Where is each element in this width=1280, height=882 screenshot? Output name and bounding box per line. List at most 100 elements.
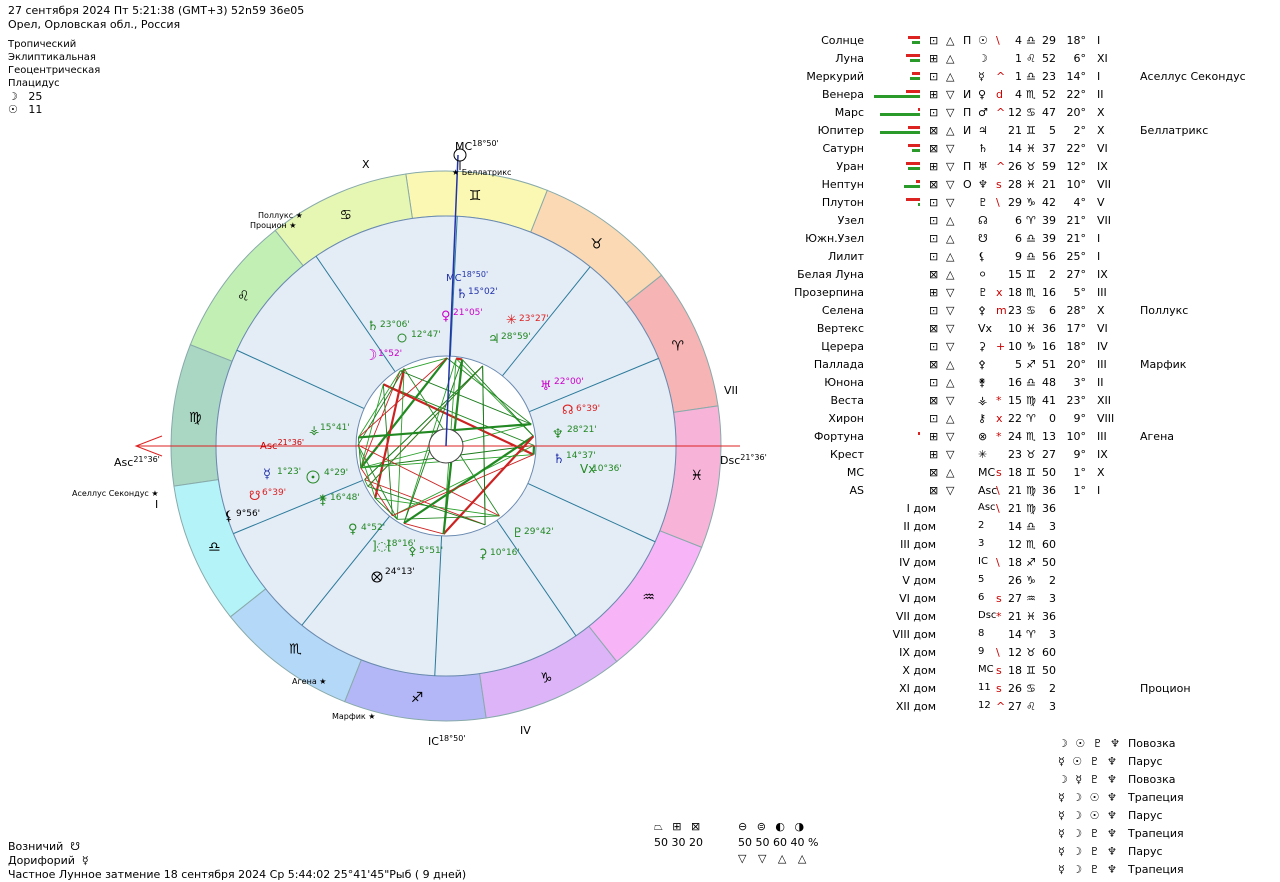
- juno-icon[interactable]: ⚵: [318, 493, 328, 508]
- planet-name: Солнце: [776, 34, 864, 47]
- strength-bar-red: [906, 90, 920, 93]
- element-icon: △: [946, 124, 954, 137]
- configuration-row[interactable]: ☿ ☉ ♇ ♆Парус: [1058, 754, 1258, 772]
- jupiter-icon[interactable]: ♃: [488, 332, 500, 347]
- vesta-icon[interactable]: ⚶: [309, 423, 319, 437]
- configuration-row[interactable]: ☽ ☿ ♇ ♆Повозка: [1058, 772, 1258, 790]
- south-node-icon[interactable]: ☋: [249, 489, 261, 504]
- configuration-row[interactable]: ☿ ☽ ☉ ♆Трапеция: [1058, 790, 1258, 808]
- svg-text:10°16': 10°16': [490, 548, 520, 558]
- house-number: III: [1097, 286, 1107, 299]
- house-degree: 18°: [1062, 340, 1086, 353]
- fixed-star: Процион: [1140, 682, 1191, 695]
- cusp-degree: 18: [1004, 664, 1022, 677]
- configuration-name: Повозка: [1128, 773, 1175, 786]
- moon-icon: ☽: [8, 90, 18, 103]
- moon-icon[interactable]: ☽: [364, 346, 377, 364]
- fixed-star: Агена: [1140, 430, 1174, 443]
- venus-icon[interactable]: ♀: [441, 309, 451, 324]
- neptune-icon[interactable]: ♆: [552, 427, 564, 442]
- natal-chart-wheel[interactable]: ♈♉♊♋♌♍♎♏♐♑♒♓ Asc21°36' Dsc21°36' MC18°50…: [0, 120, 780, 760]
- svg-text:10°36': 10°36': [592, 464, 622, 474]
- cusp-minutes: 36: [1038, 502, 1056, 515]
- quality-icon: ⊞: [929, 286, 938, 299]
- pluto-cross-icon[interactable]: ✳: [506, 313, 517, 328]
- pallas-icon[interactable]: ⚴: [408, 544, 417, 558]
- saturn-green-icon[interactable]: ♄: [367, 319, 379, 334]
- planet-glyph-icon: ☊: [978, 214, 988, 227]
- sign-glyph-icon: ♐: [411, 690, 424, 706]
- planet-glyph-icon: ⊗: [978, 430, 987, 443]
- configuration-row[interactable]: ☽ ☉ ♇ ♆Повозка: [1058, 736, 1258, 754]
- house-degree: 21°: [1062, 214, 1086, 227]
- house-name: II дом: [776, 520, 936, 533]
- node-icon[interactable]: ☊: [562, 403, 574, 418]
- house-name: VIII дом: [776, 628, 936, 641]
- planet-glyph-icon: ⚵: [978, 376, 986, 389]
- pluto-icon[interactable]: ♇: [512, 526, 524, 541]
- position-degree: 1: [1004, 70, 1022, 83]
- lilith-icon[interactable]: ⚸: [224, 509, 234, 524]
- configuration-name: Трапеция: [1128, 863, 1184, 876]
- sign-icon: ♓: [1026, 178, 1036, 191]
- configuration-row[interactable]: ☿ ☽ ☉ ♆Парус: [1058, 808, 1258, 826]
- planet-name: Уран: [776, 160, 864, 173]
- aspect-mark: x: [996, 286, 1003, 299]
- aspect-mark: s: [996, 592, 1002, 605]
- ceres-icon[interactable]: ⚳: [478, 547, 488, 562]
- element-icon: ▽: [946, 448, 954, 461]
- saturn-icon[interactable]: ♄: [456, 287, 468, 302]
- configuration-row[interactable]: ☿ ☽ ♇ ♆Трапеция: [1058, 862, 1258, 880]
- venus-green-icon[interactable]: ♀: [348, 522, 358, 537]
- house-degree: 5°: [1062, 286, 1086, 299]
- house-number: I: [1097, 70, 1100, 83]
- uranus-icon[interactable]: ♅: [540, 379, 552, 394]
- configuration-row[interactable]: ☿ ☽ ♇ ♆Парус: [1058, 844, 1258, 862]
- planet-name: Прозерпина: [776, 286, 864, 299]
- house-glyph-icon: Asc: [978, 502, 996, 513]
- configuration-name: Парус: [1128, 845, 1163, 858]
- saturn-blue-icon[interactable]: ♄: [553, 452, 565, 467]
- mercury-icon[interactable]: ☿: [263, 467, 271, 482]
- configuration-row[interactable]: ☿ ☽ ♇ ♆Трапеция: [1058, 826, 1258, 844]
- svg-text:15°41': 15°41': [320, 423, 350, 433]
